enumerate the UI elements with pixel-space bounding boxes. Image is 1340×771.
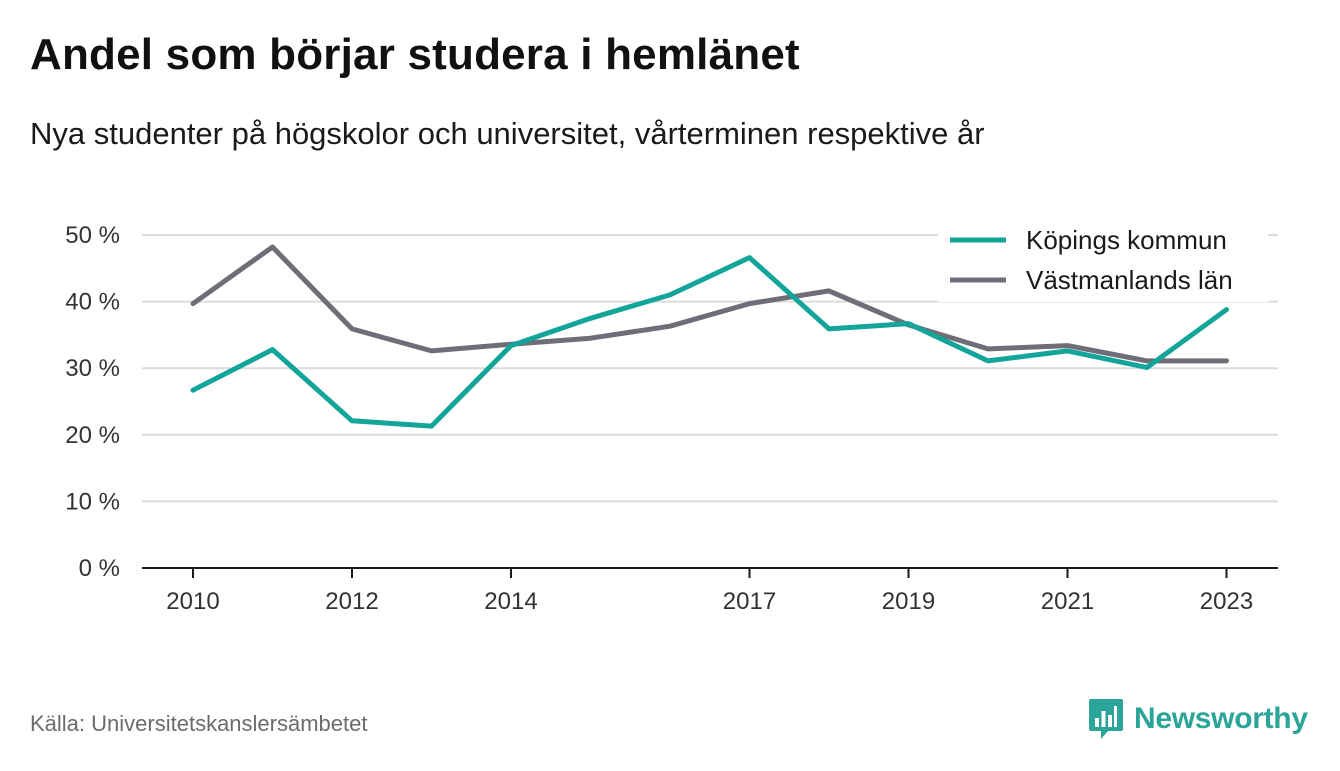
series-line-1 (190, 244, 1229, 364)
y-tick-label: 20 % (65, 422, 120, 449)
y-axis: 0 % 10 % 20 % 30 % 40 % 50 % (65, 222, 120, 582)
x-tick-label: 2021 (1041, 588, 1094, 615)
y-tick-label: 0 % (79, 555, 120, 582)
brand-name: Newsworthy (1134, 702, 1308, 735)
legend-background (938, 218, 1268, 302)
y-tick-label: 30 % (65, 355, 120, 382)
chart-title: Andel som börjar studera i hemlänet (30, 30, 800, 79)
x-tick-label: 2023 (1200, 588, 1253, 615)
x-tick-label: 2019 (882, 588, 935, 615)
series-line-0 (190, 255, 1229, 429)
y-tick-label: 50 % (65, 222, 120, 249)
x-tick-label: 2017 (723, 588, 776, 615)
chart-subtitle: Nya studenter på högskolor och universit… (30, 116, 985, 151)
x-axis: 2010 2012 2014 2017 2019 2021 2023 (142, 567, 1278, 615)
series-lines (190, 244, 1229, 429)
legend-label: Köpings kommun (1026, 225, 1227, 255)
legend: Köpings kommun Västmanlands län (938, 218, 1268, 302)
x-tick-label: 2012 (325, 588, 378, 615)
brand-logo: Newsworthy (1088, 697, 1308, 741)
y-tick-label: 10 % (65, 488, 120, 515)
x-tick-label: 2010 (166, 588, 219, 615)
source-note: Källa: Universitetskanslersämbetet (30, 711, 368, 736)
y-tick-label: 40 % (65, 289, 120, 316)
newsworthy-logo-icon (1089, 699, 1123, 739)
legend-label: Västmanlands län (1026, 265, 1233, 295)
x-tick-label: 2014 (484, 588, 537, 615)
line-chart: 0 % 10 % 20 % 30 % 40 % 50 % 2010 2012 2014 2017… (65, 218, 1278, 615)
